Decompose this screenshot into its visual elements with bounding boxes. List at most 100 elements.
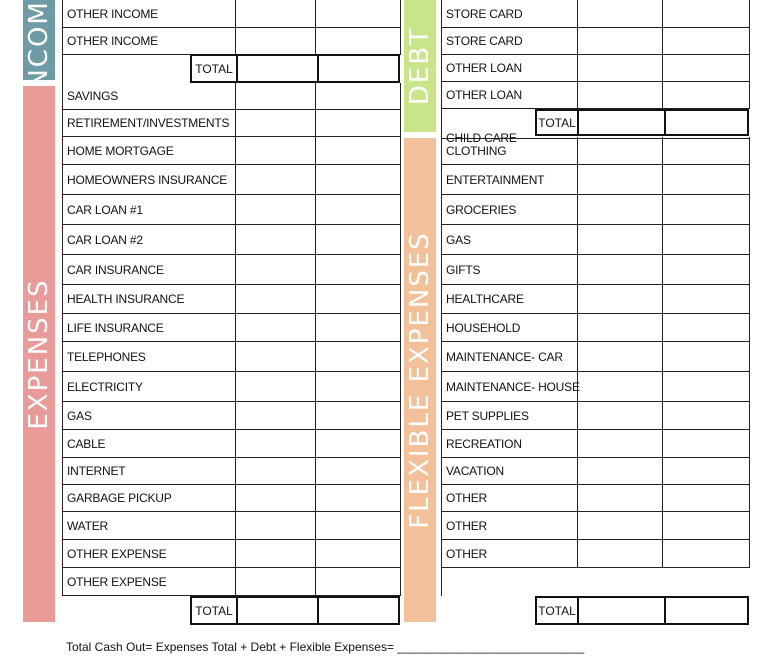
amount-cell[interactable] bbox=[663, 485, 750, 511]
amount-cell[interactable] bbox=[236, 165, 316, 194]
amount-cell[interactable] bbox=[316, 342, 401, 371]
amount-cell[interactable] bbox=[316, 28, 401, 54]
amount-cell[interactable] bbox=[578, 485, 663, 511]
amount-cell[interactable] bbox=[236, 255, 316, 284]
expenses-total-cell[interactable] bbox=[317, 598, 400, 623]
amount-cell[interactable] bbox=[578, 137, 663, 164]
amount-cell[interactable] bbox=[578, 285, 663, 313]
expenses-total-cell[interactable] bbox=[238, 598, 319, 623]
amount-cell[interactable] bbox=[236, 402, 316, 429]
amount-cell[interactable] bbox=[663, 430, 750, 457]
category-cell: CAR LOAN #2 bbox=[63, 225, 236, 254]
amount-cell[interactable] bbox=[316, 485, 401, 511]
category-cell: HOME MORTGAGE bbox=[63, 137, 236, 164]
amount-cell[interactable] bbox=[236, 430, 316, 457]
amount-cell[interactable] bbox=[663, 512, 750, 539]
amount-cell[interactable] bbox=[663, 82, 750, 108]
amount-cell[interactable] bbox=[578, 402, 663, 429]
amount-cell[interactable] bbox=[236, 110, 316, 136]
income-total-cell[interactable] bbox=[317, 56, 400, 81]
category-label: ELECTRICITY bbox=[67, 379, 143, 394]
amount-cell[interactable] bbox=[316, 165, 401, 194]
amount-cell[interactable] bbox=[663, 28, 750, 54]
debt-total-cell[interactable] bbox=[579, 111, 666, 134]
income-total-cell[interactable] bbox=[238, 56, 319, 81]
flexible-total-cell[interactable] bbox=[664, 598, 749, 623]
amount-cell[interactable] bbox=[663, 0, 750, 27]
amount-cell[interactable] bbox=[236, 195, 316, 224]
amount-cell[interactable] bbox=[316, 285, 401, 313]
amount-cell[interactable] bbox=[663, 458, 750, 484]
amount-cell[interactable] bbox=[236, 137, 316, 164]
amount-cell[interactable] bbox=[316, 195, 401, 224]
amount-cell[interactable] bbox=[316, 372, 401, 401]
category-cell: WATER bbox=[63, 512, 236, 539]
amount-cell[interactable] bbox=[236, 28, 316, 54]
amount-cell[interactable] bbox=[578, 225, 663, 254]
amount-cell[interactable] bbox=[578, 512, 663, 539]
amount-cell[interactable] bbox=[316, 458, 401, 484]
budget-row: ENTERTAINMENT bbox=[442, 165, 750, 195]
category-label: STORE CARD bbox=[446, 6, 523, 21]
amount-cell[interactable] bbox=[663, 402, 750, 429]
amount-cell[interactable] bbox=[316, 314, 401, 341]
amount-cell[interactable] bbox=[236, 485, 316, 511]
amount-cell[interactable] bbox=[578, 55, 663, 81]
amount-cell[interactable] bbox=[663, 255, 750, 284]
amount-cell[interactable] bbox=[663, 55, 750, 81]
amount-cell[interactable] bbox=[316, 430, 401, 457]
amount-cell[interactable] bbox=[236, 83, 316, 109]
amount-cell[interactable] bbox=[236, 512, 316, 539]
amount-cell[interactable] bbox=[316, 512, 401, 539]
amount-cell[interactable] bbox=[663, 372, 750, 401]
amount-cell[interactable] bbox=[236, 314, 316, 341]
amount-cell[interactable] bbox=[578, 28, 663, 54]
category-cell: OTHER EXPENSE bbox=[63, 568, 236, 595]
amount-cell[interactable] bbox=[316, 0, 401, 27]
amount-cell[interactable] bbox=[578, 0, 663, 27]
amount-cell[interactable] bbox=[236, 225, 316, 254]
amount-cell[interactable] bbox=[316, 255, 401, 284]
amount-cell[interactable] bbox=[236, 372, 316, 401]
amount-cell[interactable] bbox=[663, 225, 750, 254]
amount-cell[interactable] bbox=[316, 225, 401, 254]
amount-cell[interactable] bbox=[578, 255, 663, 284]
amount-cell[interactable] bbox=[578, 165, 663, 194]
amount-cell[interactable] bbox=[578, 342, 663, 371]
amount-cell[interactable] bbox=[236, 342, 316, 371]
amount-cell[interactable] bbox=[663, 540, 750, 567]
amount-cell[interactable] bbox=[316, 137, 401, 164]
amount-cell[interactable] bbox=[316, 83, 401, 109]
amount-cell[interactable] bbox=[578, 82, 663, 108]
amount-cell[interactable] bbox=[578, 458, 663, 484]
amount-cell[interactable] bbox=[578, 314, 663, 341]
category-label: CAR INSURANCE bbox=[67, 262, 164, 277]
amount-cell[interactable] bbox=[663, 285, 750, 313]
category-label: GIFTS bbox=[446, 262, 481, 277]
amount-cell[interactable] bbox=[663, 137, 750, 164]
amount-cell[interactable] bbox=[236, 285, 316, 313]
category-label: OTHER INCOME bbox=[67, 6, 158, 21]
amount-cell[interactable] bbox=[236, 568, 316, 595]
amount-cell[interactable] bbox=[316, 402, 401, 429]
amount-cell[interactable] bbox=[663, 165, 750, 194]
amount-cell[interactable] bbox=[236, 540, 316, 567]
amount-cell[interactable] bbox=[236, 0, 316, 27]
flexible-total-cell[interactable] bbox=[579, 598, 666, 623]
amount-cell[interactable] bbox=[663, 342, 750, 371]
amount-cell[interactable] bbox=[316, 540, 401, 567]
amount-cell[interactable] bbox=[316, 568, 401, 595]
amount-cell[interactable] bbox=[663, 314, 750, 341]
debt-total-box: TOTAL bbox=[535, 109, 749, 136]
category-label: CAR LOAN #1 bbox=[67, 202, 143, 217]
amount-cell[interactable] bbox=[663, 195, 750, 224]
category-cell: ELECTRICITY bbox=[63, 372, 236, 401]
category-cell: HEALTHCARE bbox=[442, 285, 578, 313]
debt-total-cell[interactable] bbox=[664, 111, 749, 134]
amount-cell[interactable] bbox=[316, 110, 401, 136]
amount-cell[interactable] bbox=[578, 430, 663, 457]
amount-cell[interactable] bbox=[578, 195, 663, 224]
amount-cell[interactable] bbox=[236, 458, 316, 484]
amount-cell[interactable] bbox=[578, 372, 663, 401]
amount-cell[interactable] bbox=[578, 540, 663, 567]
